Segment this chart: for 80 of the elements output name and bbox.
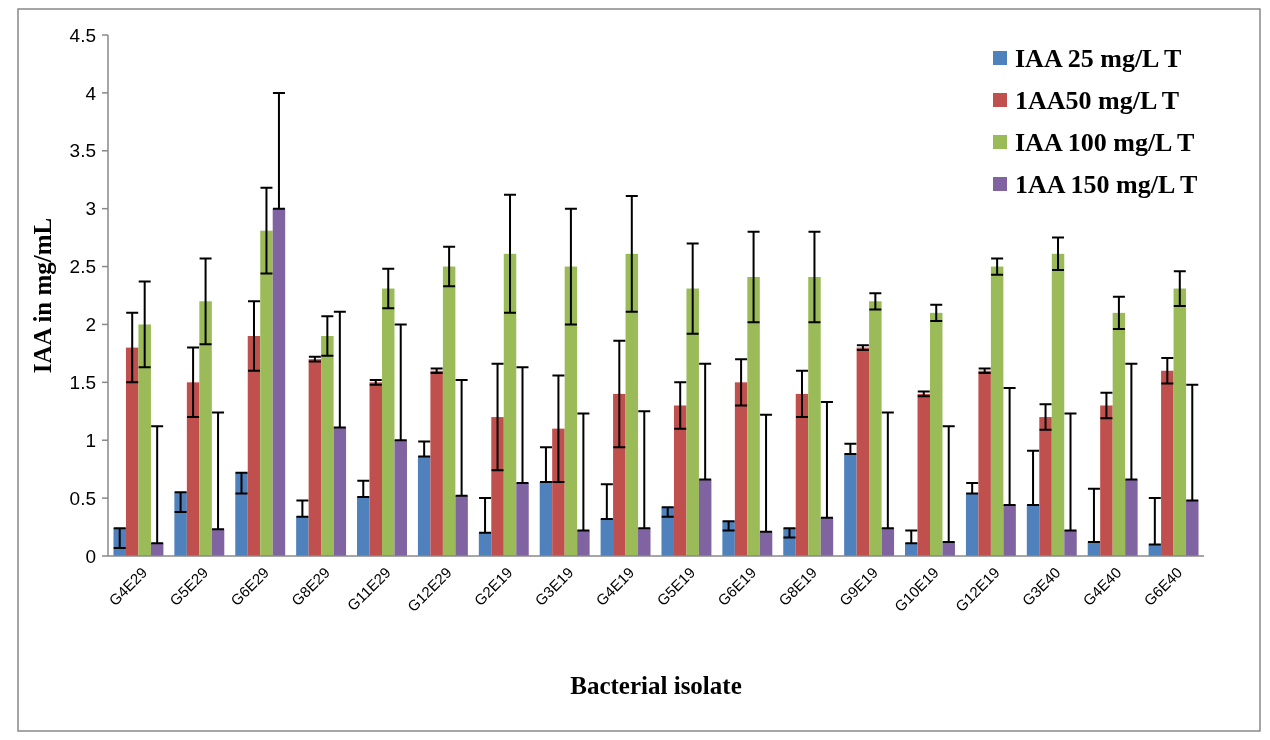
bar <box>491 417 504 556</box>
bar <box>600 518 614 556</box>
bar <box>844 454 857 556</box>
bar <box>613 393 626 556</box>
bar <box>930 312 943 556</box>
bar <box>333 427 347 556</box>
bar <box>638 528 651 556</box>
bar <box>905 543 918 556</box>
y-tick-label: 0 <box>85 545 96 567</box>
bar <box>235 472 248 556</box>
bar <box>138 324 151 556</box>
bar <box>881 528 895 556</box>
bar <box>1161 370 1174 556</box>
bar <box>369 382 382 556</box>
legend-label: 1AA50 mg/L T <box>1015 86 1180 116</box>
bar <box>978 370 991 556</box>
y-tick-label: 4.5 <box>69 24 96 46</box>
bar <box>698 479 712 556</box>
bar <box>965 493 979 556</box>
bar <box>869 301 882 556</box>
bar <box>564 266 578 556</box>
bar <box>1186 500 1199 556</box>
bar <box>430 370 443 556</box>
y-tick-label: 1 <box>85 429 96 451</box>
bar <box>308 359 322 556</box>
bar <box>321 336 334 556</box>
bar <box>577 530 590 556</box>
y-axis-title: IAA in mg/mL <box>28 217 56 374</box>
bar <box>1039 417 1052 556</box>
bar <box>673 405 687 556</box>
bar <box>455 495 468 556</box>
bar <box>1100 405 1113 556</box>
bar <box>503 253 517 556</box>
bar <box>1051 253 1065 556</box>
bar <box>247 336 261 556</box>
bar <box>942 542 955 556</box>
bar <box>516 483 529 556</box>
legend-label: IAA 25 mg/L T <box>1015 44 1182 74</box>
bar <box>174 492 187 556</box>
bar <box>357 496 370 556</box>
legend-label: 1AA 150 mg/L T <box>1015 170 1198 200</box>
bar <box>552 428 565 556</box>
bar <box>272 208 286 556</box>
bar <box>394 440 407 556</box>
y-tick-label: 3.5 <box>69 140 96 162</box>
bar <box>686 288 699 556</box>
bar <box>382 288 395 556</box>
bar <box>747 276 760 556</box>
bar <box>186 382 200 556</box>
y-tick-label: 4 <box>85 82 97 104</box>
bar <box>625 253 639 556</box>
y-tick-label: 2.5 <box>69 256 96 278</box>
y-tick-label: 3 <box>85 198 96 220</box>
bar <box>199 301 212 556</box>
bar <box>808 276 821 556</box>
bar <box>1003 505 1016 556</box>
y-tick-label: 1.5 <box>69 371 96 393</box>
bar <box>990 266 1004 556</box>
bar <box>1026 505 1040 556</box>
y-tick-label: 2 <box>85 314 96 336</box>
bar <box>661 507 674 556</box>
bar <box>539 481 553 556</box>
bar <box>917 393 930 556</box>
bar <box>795 393 809 556</box>
bar <box>820 517 834 556</box>
x-axis-title: Bacterial isolate <box>570 672 742 699</box>
bar <box>125 347 139 556</box>
bar <box>1173 288 1187 556</box>
y-tick-label: 0.5 <box>69 487 96 509</box>
bar <box>417 456 431 556</box>
bar <box>211 529 225 556</box>
bar <box>1112 312 1126 556</box>
bar <box>1064 530 1077 556</box>
legend-label: IAA 100 mg/L T <box>1015 128 1195 158</box>
bar <box>442 266 456 556</box>
bar <box>260 230 273 556</box>
bar <box>296 516 309 556</box>
bar <box>1125 479 1138 556</box>
bar <box>734 382 748 556</box>
bar <box>856 347 870 556</box>
